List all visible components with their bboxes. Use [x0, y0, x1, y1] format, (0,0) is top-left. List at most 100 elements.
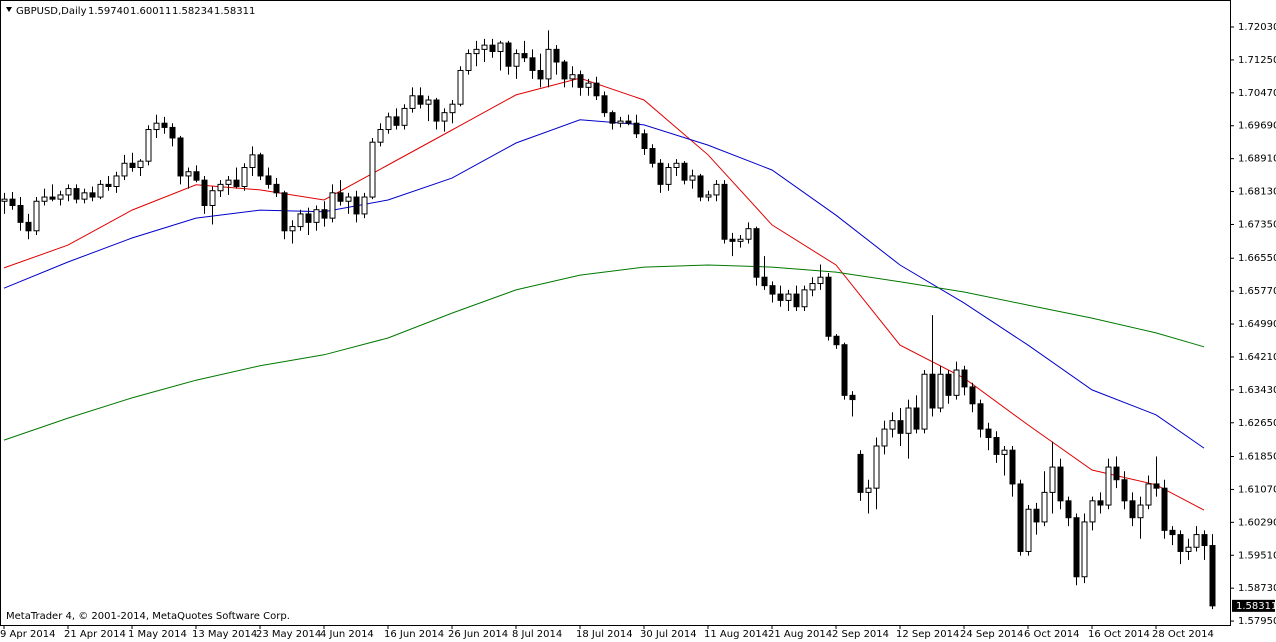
candle-body: [257, 154, 264, 177]
candle-body: [1097, 500, 1104, 506]
x-tick-label: 26 Jun 2014: [448, 629, 508, 640]
candle-body: [641, 133, 648, 150]
candle-body: [97, 183, 104, 198]
candle-body: [1201, 534, 1208, 547]
candle-body: [1009, 449, 1016, 485]
x-tick-label: 30 Jul 2014: [640, 629, 697, 640]
candle-body: [369, 141, 376, 198]
candle-body: [625, 120, 632, 124]
x-tick-label: 24 Sep 2014: [960, 629, 1023, 640]
y-tick-label: 1.70470: [1238, 88, 1276, 99]
y-tick-label: 1.65770: [1238, 286, 1276, 297]
candle-body: [945, 373, 952, 396]
candle-body: [425, 99, 432, 105]
candle-body: [241, 167, 248, 187]
y-tick-label: 1.61070: [1238, 484, 1276, 495]
ohlc-close: 1.58311: [214, 6, 255, 17]
candle-body: [417, 95, 424, 105]
x-tick-label: 1 May 2014: [128, 629, 187, 640]
candle-body: [73, 188, 80, 200]
candle-body: [345, 196, 352, 202]
candle-body: [249, 154, 256, 169]
candle-body: [817, 276, 824, 285]
x-tick-label: 28 Oct 2014: [1152, 629, 1214, 640]
candle-body: [705, 194, 712, 198]
candle-body: [1065, 500, 1072, 519]
candle-body: [929, 373, 936, 409]
candle-body: [689, 175, 696, 181]
candle-body: [49, 196, 56, 200]
candle-body: [953, 369, 960, 396]
candle-body: [849, 394, 856, 401]
candle-body: [353, 196, 360, 215]
candle-body: [937, 373, 944, 409]
candle-body: [873, 445, 880, 489]
candle-body: [969, 386, 976, 405]
candle-body: [1057, 466, 1064, 502]
candle-body: [33, 200, 40, 232]
candle-body: [9, 198, 16, 206]
x-tick-label: 21 Apr 2014: [64, 629, 126, 640]
y-tick-label: 1.68130: [1238, 187, 1276, 198]
x-tick-label: 16 Jun 2014: [384, 629, 444, 640]
candle-body: [1049, 466, 1056, 493]
candle-body: [1185, 546, 1192, 552]
ohlc-low: 1.58234: [172, 6, 213, 17]
x-tick-label: 2 Sep 2014: [832, 629, 889, 640]
candle-body: [801, 289, 808, 308]
candle-body: [361, 196, 368, 215]
candle-body: [81, 192, 88, 200]
candle-body: [321, 209, 328, 219]
candle-body: [729, 238, 736, 242]
candle-body: [145, 129, 152, 162]
candle-body: [905, 407, 912, 434]
candle-body: [385, 116, 392, 131]
candle-body: [297, 213, 304, 228]
candle-body: [577, 74, 584, 88]
y-tick-label: 1.64210: [1238, 352, 1276, 363]
candle-body: [721, 183, 728, 240]
candle-body: [1129, 500, 1136, 519]
candle-body: [793, 293, 800, 308]
candle-body: [265, 175, 272, 185]
candle-body: [25, 221, 32, 232]
candle-body: [313, 209, 320, 223]
footer: MetaTrader 4, © 2001-2014, MetaQuotes So…: [6, 611, 290, 622]
candle-body: [1017, 483, 1024, 552]
candle-body: [1, 198, 8, 202]
menu-arrow[interactable]: [6, 7, 12, 12]
candle-body: [537, 69, 544, 80]
y-tick-label: 1.67350: [1238, 219, 1276, 230]
candle-body: [137, 160, 144, 169]
candle-body: [1145, 483, 1152, 506]
candle-body: [657, 162, 664, 185]
candle-body: [897, 420, 904, 434]
candle-body: [1041, 491, 1048, 523]
candle-body: [665, 167, 672, 185]
candle-body: [273, 183, 280, 194]
x-tick-label: 4 Jun 2014: [320, 629, 374, 640]
candle-body: [681, 162, 688, 181]
candle-body: [713, 183, 720, 196]
candle-body: [737, 238, 744, 242]
candle-body: [377, 129, 384, 143]
candle-body: [481, 44, 488, 50]
symbol: GBPUSD,Daily: [16, 6, 87, 17]
candle-body: [513, 53, 520, 67]
candle-body: [1137, 504, 1144, 519]
x-tick-label: 11 Aug 2014: [704, 629, 768, 640]
y-tick-label: 1.72030: [1238, 22, 1276, 33]
candle-body: [201, 179, 208, 206]
candle-body: [441, 112, 448, 122]
candle-body: [225, 179, 232, 185]
candle-body: [1153, 483, 1160, 489]
candle-body: [153, 122, 160, 131]
y-tick-label: 1.59510: [1238, 550, 1276, 561]
candle-body: [745, 228, 752, 240]
candle-body: [913, 407, 920, 430]
y-tick-label: 1.62650: [1238, 418, 1276, 429]
candle-body: [561, 61, 568, 80]
candle-body: [337, 192, 344, 202]
y-tick-label: 1.57950: [1238, 616, 1276, 627]
